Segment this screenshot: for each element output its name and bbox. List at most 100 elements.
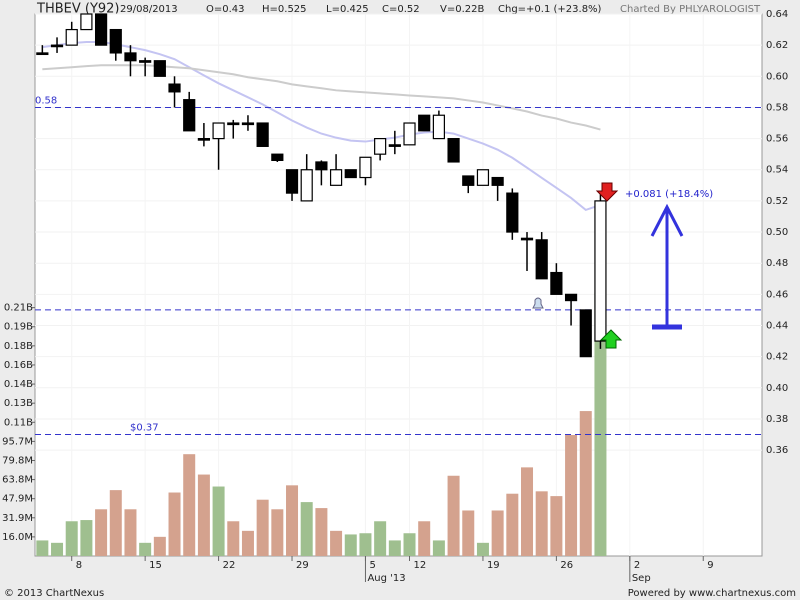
volume-bar	[183, 454, 196, 556]
plot-area	[34, 13, 763, 557]
x-tick-label: 12	[414, 560, 427, 571]
candle-body	[197, 137, 210, 141]
candle-body	[374, 137, 387, 155]
y-tick-label: 0.56	[766, 134, 788, 145]
y2-tick-label: 0.19B	[4, 322, 33, 333]
candle-body	[227, 122, 240, 126]
candle-body	[285, 169, 299, 194]
volume-bar	[256, 499, 269, 556]
candle-body	[315, 161, 328, 171]
volume-bar	[579, 411, 592, 556]
x-tick-label: 22	[223, 560, 236, 571]
y-tick-label: 0.44	[766, 320, 788, 331]
candle-body	[124, 52, 137, 62]
y-tick-label: 0.54	[766, 165, 788, 176]
volume-bar	[521, 467, 534, 556]
candle-body	[168, 83, 181, 93]
y-tick-label: 0.50	[766, 227, 788, 238]
x-tick-label: 26	[560, 560, 573, 571]
volume-bar	[330, 530, 343, 556]
x-tick-label: 29	[296, 560, 309, 571]
month-label: Sep	[632, 573, 651, 584]
x-tick-label: 9	[707, 560, 713, 571]
candle-body	[139, 60, 152, 63]
blue-arrow	[650, 203, 684, 330]
y-tick-label: 0.52	[766, 196, 788, 207]
header-item: O=0.43	[206, 4, 245, 15]
volume-bar	[374, 521, 387, 556]
volume-bar	[491, 510, 504, 556]
y-tick-label: 0.46	[766, 289, 788, 300]
candle-body	[50, 44, 64, 48]
volume-bar	[418, 521, 431, 556]
candle-body	[418, 114, 431, 132]
x-tick-label: 2	[634, 560, 640, 571]
footer-left: © 2013 ChartNexus	[4, 588, 104, 599]
y2-tick-label: 63.8M	[2, 475, 33, 486]
y2-tick-label: 0.16B	[4, 360, 33, 371]
candle-body	[476, 169, 490, 186]
volume-bar	[51, 542, 64, 556]
y-tick-label: 0.40	[766, 383, 788, 394]
ema-line	[42, 41, 601, 212]
y-tick-label: 0.62	[766, 40, 788, 51]
volume-bar	[271, 509, 284, 556]
volume-bar	[565, 435, 578, 556]
change-note: +0.081 (+18.4%)	[625, 189, 713, 200]
y-tick-label: 0.38	[766, 414, 788, 425]
candle-body	[241, 122, 255, 126]
volume-bar	[168, 492, 181, 556]
credit: Charted By PHLYAROLOGIST	[620, 4, 761, 15]
candle-body	[579, 309, 592, 358]
header-item: H=0.525	[262, 4, 307, 15]
x-tick-label: 15	[149, 560, 162, 571]
y2-tick-label: 79.8M	[2, 455, 33, 466]
candle-body	[388, 144, 401, 147]
candle-body	[212, 122, 225, 140]
y2-tick-label: 0.11B	[4, 417, 33, 428]
candle-body	[329, 169, 343, 186]
volume-bar	[535, 491, 548, 556]
y2-tick-label: 0.13B	[4, 398, 33, 409]
candle-body	[271, 153, 284, 162]
volume-bar	[95, 509, 108, 556]
volume-bar	[286, 485, 299, 556]
y-tick-label: 0.48	[766, 258, 788, 269]
header-item: C=0.52	[382, 4, 420, 15]
x-tick-label: 8	[76, 560, 82, 571]
candle-body	[550, 271, 563, 295]
volume-bar	[403, 533, 416, 556]
volume-bar	[506, 493, 519, 556]
header-item: L=0.425	[326, 4, 369, 15]
candle-body	[36, 52, 49, 56]
candle-body	[80, 13, 93, 31]
candle-body	[344, 169, 357, 179]
volume-bar	[388, 540, 401, 556]
y2-tick-label: 47.9M	[2, 494, 33, 505]
volume-bar	[550, 496, 563, 556]
candle-body	[359, 156, 372, 179]
y2-tick-label: 95.7M	[2, 436, 33, 447]
volume-bar	[139, 542, 152, 556]
footer-right: Powered by www.chartnexus.com	[628, 588, 796, 599]
volume-bar	[300, 502, 313, 556]
month-label: Aug '13	[367, 573, 405, 584]
candle-body	[183, 99, 196, 132]
x-tick-label: 19	[487, 560, 500, 571]
down-arrow-icon	[595, 182, 619, 202]
y-tick-label: 0.42	[766, 352, 788, 363]
candle-body	[462, 175, 475, 186]
volume-bar	[344, 534, 357, 556]
candle-body	[535, 239, 548, 280]
volume-bar	[462, 510, 475, 556]
alert-icon	[532, 297, 544, 309]
volume-bar	[124, 509, 137, 556]
y-tick-label: 0.60	[766, 71, 788, 82]
header-item: V=0.22B	[440, 4, 484, 15]
candle-body	[594, 200, 607, 342]
candle-body	[65, 28, 78, 46]
candle-body	[432, 114, 445, 140]
up-arrow-icon	[599, 329, 623, 349]
y2-tick-label: 31.9M	[2, 513, 33, 524]
